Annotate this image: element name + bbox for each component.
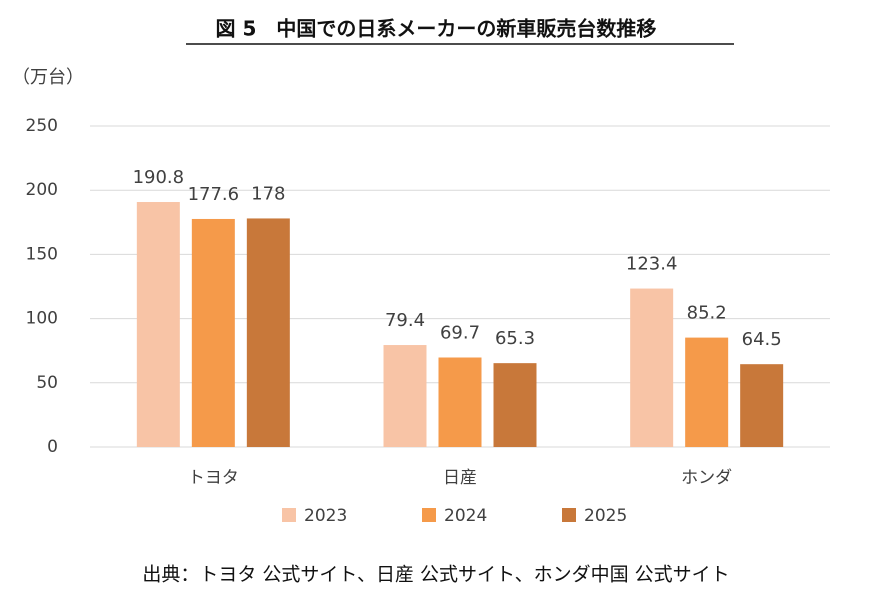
data-label: 123.4 (626, 254, 678, 275)
y-tick-label: 50 (36, 373, 58, 393)
data-label: 85.2 (687, 303, 727, 324)
x-tick-label: ホンダ (681, 468, 732, 488)
legend-label: 2025 (584, 506, 627, 526)
data-label: 190.8 (133, 167, 185, 188)
legend-label: 2023 (304, 506, 347, 526)
y-tick-label: 200 (26, 180, 58, 200)
bar (136, 202, 180, 447)
data-label: 65.3 (495, 328, 535, 349)
x-tick-label: トヨタ (188, 468, 239, 488)
bar (191, 218, 235, 447)
bar (740, 364, 784, 447)
source-note: 出典：トヨタ 公式サイト、日産 公式サイト、ホンダ中国 公式サイト (142, 564, 729, 586)
x-tick-label: 日産 (443, 468, 477, 488)
legend-label: 2024 (444, 506, 487, 526)
data-label: 177.6 (188, 184, 240, 205)
y-tick-label: 150 (26, 244, 58, 264)
bar (246, 218, 290, 447)
bar (630, 288, 674, 447)
legend-swatch (282, 508, 296, 522)
y-axis-label: （万台） (12, 67, 84, 88)
y-tick-label: 0 (47, 437, 58, 457)
bar (493, 363, 537, 447)
data-label: 64.5 (742, 329, 782, 350)
bar (438, 357, 482, 447)
data-label: 178 (251, 183, 285, 204)
bar (383, 345, 427, 447)
chart-title: 図 5 中国での日系メーカーの新車販売台数推移 (216, 17, 657, 41)
y-tick-label: 250 (26, 116, 58, 136)
data-label: 79.4 (385, 310, 425, 331)
legend-swatch (422, 508, 436, 522)
legend-swatch (562, 508, 576, 522)
bar (685, 337, 729, 447)
y-tick-label: 100 (26, 309, 58, 329)
data-label: 69.7 (440, 323, 480, 344)
